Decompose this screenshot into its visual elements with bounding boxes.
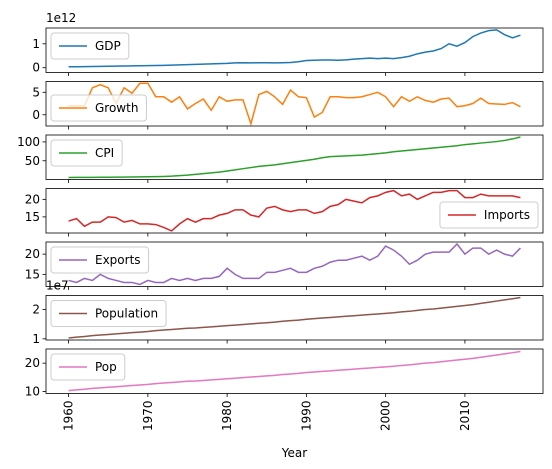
y-tick-label: 100	[17, 135, 40, 149]
legend-label: Exports	[95, 253, 141, 267]
data-line	[68, 29, 521, 68]
axes-frame	[45, 241, 544, 287]
y-tick-label: 0	[32, 61, 40, 75]
legend: CPI	[50, 139, 123, 167]
y-tick-label: 15	[25, 267, 40, 281]
axes-frame	[45, 81, 544, 127]
legend-box	[50, 32, 130, 60]
y-tick-label: 2	[32, 303, 40, 317]
offset-text: 1e12	[46, 11, 76, 25]
data-line	[68, 136, 521, 179]
axes-frame	[45, 188, 544, 234]
x-tick-label: 1960	[62, 401, 76, 432]
legend-label: Imports	[484, 208, 530, 222]
legend-box	[50, 94, 147, 122]
data-line	[68, 189, 521, 232]
legend-label: GDP	[95, 39, 121, 53]
x-tick-label: 1990	[299, 401, 313, 432]
legend: Growth	[50, 94, 147, 122]
data-line	[68, 242, 521, 286]
legend-label: Growth	[95, 101, 138, 115]
legend-box	[50, 300, 167, 327]
axes-frame	[45, 348, 544, 394]
data-line	[68, 296, 521, 339]
data-line	[68, 350, 521, 392]
legend: Exports	[50, 246, 150, 274]
y-tick-label: 20	[25, 192, 40, 206]
y-tick-label: 20	[25, 247, 40, 261]
y-tick-label: 1	[32, 332, 40, 346]
y-tick-label: 0	[32, 108, 40, 122]
legend-box	[50, 353, 126, 381]
x-tick-label: 1970	[141, 401, 155, 432]
legend: Imports	[439, 201, 539, 229]
offset-text: 1e7	[46, 279, 69, 293]
axes-frame	[45, 134, 544, 180]
x-axis-label: Year	[281, 446, 307, 460]
y-tick-label: 15	[25, 210, 40, 224]
y-tick-label: 20	[25, 356, 40, 370]
x-tick-label: 2010	[458, 401, 472, 432]
y-tick-label: 5	[32, 85, 40, 99]
legend: Pop	[50, 353, 126, 381]
legend-box	[50, 246, 150, 274]
legend-label: Pop	[95, 360, 117, 374]
y-tick-label: 1	[32, 37, 40, 51]
legend: GDP	[50, 32, 130, 60]
legend-box	[439, 201, 539, 229]
y-tick-label: 50	[25, 154, 40, 168]
axes-frame	[45, 295, 544, 341]
data-line	[68, 82, 521, 127]
x-tick-label: 2000	[379, 401, 393, 432]
legend-label: CPI	[95, 146, 114, 160]
x-tick-label: 1980	[220, 401, 234, 432]
axes-frame	[45, 27, 544, 73]
legend-label: Population	[95, 307, 158, 321]
legend: Population	[50, 300, 167, 327]
y-tick-label: 10	[25, 385, 40, 399]
